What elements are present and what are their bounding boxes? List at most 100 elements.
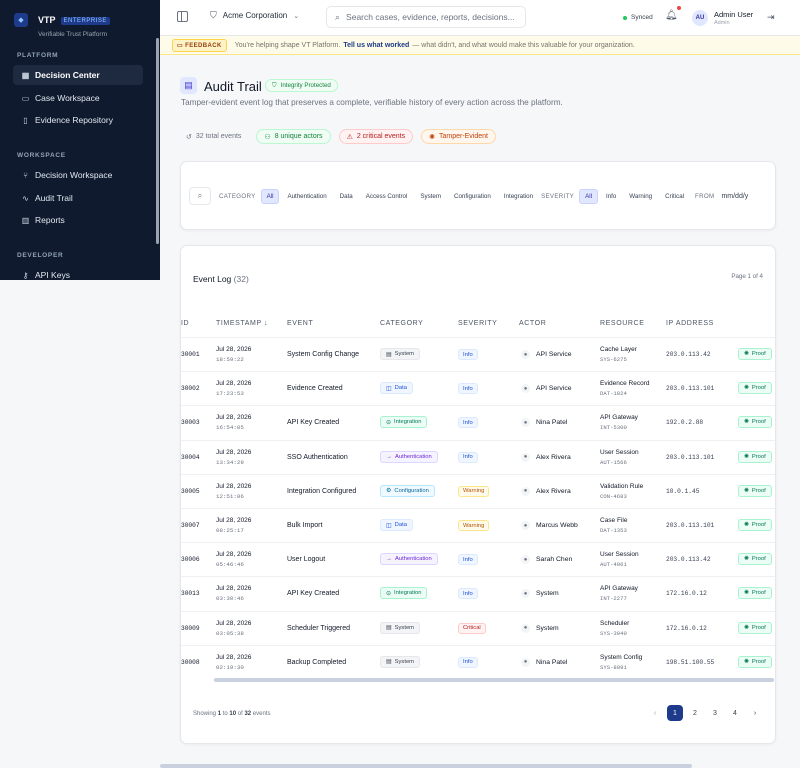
ip-address: 198.51.100.55	[666, 658, 715, 666]
feedback-tag[interactable]: ▭ FEEDBACK	[172, 38, 227, 52]
column-category[interactable]: CATEGORY	[380, 320, 424, 327]
search-input[interactable]: Search cases, evidence, reports, decisio…	[346, 12, 515, 22]
login-icon: →	[386, 556, 392, 563]
table-row[interactable]: 30008 Jul 28, 2026 02:19:30 Backup Complete…	[181, 644, 775, 679]
filter-search-button[interactable]: ⌕	[189, 187, 211, 205]
sidebar-item-api-keys[interactable]: ⚷ API Keys	[13, 265, 143, 280]
sidebar-item-audit-trail[interactable]: ∿ Audit Trail	[13, 188, 143, 208]
feedback-link[interactable]: Tell us what worked	[343, 41, 410, 49]
category-chip-system[interactable]: System	[420, 192, 441, 200]
proof-button[interactable]: ✺ Proof	[738, 655, 772, 668]
notification-dot	[677, 6, 681, 10]
avatar[interactable]: AU	[692, 10, 708, 26]
table-row[interactable]: 30003 Jul 28, 2026 16:54:05 API Key Created…	[181, 405, 775, 439]
sidebar-item-case-workspace[interactable]: ▭ Case Workspace	[13, 88, 143, 108]
category-chip-access-control[interactable]: Access Control	[365, 192, 408, 200]
stat-critical-events: ⚠ 2 critical events	[338, 129, 414, 144]
bar-chart-icon: ▥	[21, 215, 30, 225]
table-row[interactable]: 30004 Jul 28, 2026 13:34:29 SSO Authenticat…	[181, 439, 775, 474]
severity-badge: Info	[458, 349, 478, 360]
actor-name: API Service	[536, 385, 572, 393]
seal-check-icon: ✺	[744, 624, 749, 631]
stat-label: Tamper-Evident	[438, 133, 488, 140]
sidebar-item-decision-workspace[interactable]: ⑂ Decision Workspace	[13, 165, 143, 185]
severity-badge: Critical	[458, 622, 486, 634]
brand[interactable]: ◆ VTP ENTERPRISE Verifiable Trust Platfor…	[14, 10, 110, 38]
severity-chip-info[interactable]: Info	[605, 192, 617, 200]
sidebar-item-evidence-repository[interactable]: ▯ Evidence Repository	[13, 110, 143, 130]
sidebar-scrollbar[interactable]	[156, 38, 159, 244]
feedback-text-after: — what didn't, and what would make this …	[412, 41, 635, 49]
page-horizontal-scrollbar[interactable]	[160, 764, 692, 768]
actor-name: API Service	[536, 351, 572, 358]
from-date-input[interactable]: mm/dd/y	[721, 192, 749, 200]
column-timestamp[interactable]: TIMESTAMP ↓	[216, 320, 268, 327]
category-label: Data	[394, 385, 407, 392]
category-chip-all[interactable]: All	[260, 188, 280, 204]
column-event[interactable]: EVENT	[287, 320, 314, 327]
event-time: 12:51:06	[216, 492, 244, 500]
filter-card: ⌕ CATEGORY All Authentication Data Acces…	[180, 161, 776, 230]
sidebar-toggle-icon[interactable]	[177, 11, 188, 22]
org-switcher[interactable]: ⛉ Acme Corporation ⌄	[210, 10, 299, 21]
event-log-title-text: Event Log	[193, 274, 232, 284]
table-row[interactable]: 30006 Jul 28, 2026 05:46:46 User Logout → Aut…	[181, 542, 775, 576]
severity-badge: Info	[458, 588, 478, 600]
proof-button[interactable]: ✺ Proof	[738, 416, 772, 429]
category-chip-authentication[interactable]: Authentication	[287, 192, 327, 200]
category-chip-integration[interactable]: Integration	[503, 192, 534, 200]
column-ip-address[interactable]: IP ADDRESS	[666, 320, 714, 327]
chevron-left-icon[interactable]: ‹	[653, 709, 657, 717]
proof-button[interactable]: ✺ Proof	[738, 382, 772, 395]
event-name: SSO Authentication	[287, 453, 348, 461]
column-actor[interactable]: ACTOR	[519, 320, 547, 327]
page-button-2[interactable]: 2	[693, 709, 697, 717]
table-row[interactable]: 30002 Jul 28, 2026 17:23:53 Evidence Create…	[181, 371, 775, 405]
column-resource[interactable]: RESOURCE	[600, 320, 645, 327]
event-count: (32)	[233, 274, 249, 284]
bell-icon[interactable]: 🔔︎	[665, 10, 678, 21]
column-severity[interactable]: SEVERITY	[458, 320, 498, 327]
page-description: Tamper-evident event log that preserves …	[181, 98, 563, 107]
table-horizontal-scrollbar[interactable]	[214, 678, 774, 682]
table-row[interactable]: 30013 Jul 28, 2026 03:30:46 API Key Created…	[181, 576, 775, 610]
ip-address: 203.0.113.101	[666, 453, 715, 461]
page-button-3[interactable]: 3	[713, 709, 717, 717]
logout-icon[interactable]: ⇥	[767, 12, 775, 22]
event-date: Jul 28, 2026	[216, 551, 252, 559]
category-chip-configuration[interactable]: Configuration	[454, 192, 491, 200]
category-chip-data[interactable]: Data	[339, 192, 353, 200]
showing-to: 10	[229, 711, 237, 717]
top-bar: ⛉ Acme Corporation ⌄ ⌕ Search cases, evi…	[160, 0, 800, 36]
table-row[interactable]: 30007 Jul 28, 2026 08:25:17 Bulk Import ◫ Dat…	[181, 508, 775, 542]
chevron-right-icon[interactable]: ›	[753, 709, 757, 717]
history-icon: ↺	[186, 133, 192, 141]
severity-chip-all[interactable]: All	[579, 188, 598, 204]
severity-chip-critical[interactable]: Critical	[665, 192, 685, 200]
resource-id: INT-5300	[600, 424, 627, 432]
proof-button[interactable]: ✺ Proof	[738, 484, 772, 497]
proof-button[interactable]: ✺ Proof	[738, 553, 772, 566]
stat-total-events: ↺ 32 total events	[180, 129, 248, 144]
user-name[interactable]: Admin User	[714, 10, 754, 19]
proof-button[interactable]: ✺ Proof	[738, 621, 772, 634]
severity-chip-warning[interactable]: Warning	[629, 192, 653, 200]
column-id[interactable]: ID	[181, 320, 190, 327]
sidebar-item-decision-center[interactable]: ▦ Decision Center	[13, 65, 143, 85]
global-search[interactable]: ⌕ Search cases, evidence, reports, decis…	[326, 6, 526, 28]
proof-button[interactable]: ✺ Proof	[738, 450, 772, 463]
page-button-4[interactable]: 4	[733, 709, 737, 717]
git-branch-icon: ⑂	[23, 170, 28, 180]
proof-button[interactable]: ✺ Proof	[738, 587, 772, 600]
pagination: ‹ 1 2 3 4 ›	[643, 705, 763, 721]
actor-name: System	[536, 590, 559, 598]
proof-button[interactable]: ✺ Proof	[738, 348, 772, 360]
category-badge: ◫ Data	[380, 519, 413, 531]
proof-label: Proof	[751, 453, 766, 460]
table-row[interactable]: 30001 Jul 28, 2026 18:59:22 System Config C…	[181, 337, 775, 371]
table-row[interactable]: 30009 Jul 28, 2026 03:05:38 Scheduler Trigg…	[181, 610, 775, 645]
proof-button[interactable]: ✺ Proof	[738, 519, 772, 531]
sidebar-item-reports[interactable]: ▥ Reports	[13, 210, 143, 230]
page-button-1[interactable]: 1	[667, 705, 683, 721]
table-row[interactable]: 30005 Jul 28, 2026 12:51:06 Integration Con…	[181, 473, 775, 508]
